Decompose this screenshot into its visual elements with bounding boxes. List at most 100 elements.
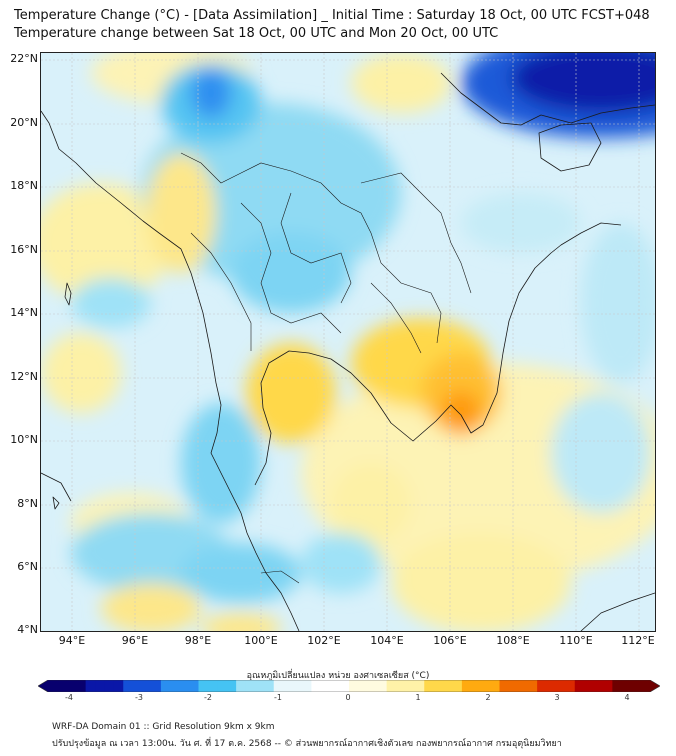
colorbar-cell (320, 680, 331, 692)
colorbar-cell (358, 680, 369, 692)
footer-model-info: WRF-DA Domain 01 :: Grid Resolution 9km … (52, 722, 275, 732)
colorbar-tick: 1 (415, 693, 421, 702)
lat-label-6N: 6°N (17, 560, 38, 573)
map-canvas (41, 53, 655, 631)
colorbar-cell (301, 680, 312, 692)
temperature-change-map (40, 52, 656, 632)
colorbar-cell (245, 680, 256, 692)
colorbar-tick: -2 (204, 693, 212, 702)
colorbar-cell (142, 680, 152, 692)
coastlines (41, 72, 655, 631)
lat-label-12N: 12°N (10, 370, 38, 383)
colorbar-cell (386, 680, 397, 692)
lat-label-8N: 8°N (17, 497, 38, 510)
colorbar-cell (518, 680, 529, 692)
colorbar-cell (555, 680, 566, 692)
colorbar-cell (537, 680, 548, 692)
colorbar-cell (254, 680, 265, 692)
colorbar-cell (631, 680, 642, 692)
colorbar-cell (461, 680, 472, 692)
colorbar-cell (179, 680, 190, 692)
colorbar-cell (198, 680, 209, 692)
lat-label-22N: 22°N (10, 52, 38, 65)
colorbar-cell (217, 680, 228, 692)
colorbar-tick: 3 (554, 693, 560, 702)
colorbar-cell (377, 680, 388, 692)
map-title: Temperature Change (°C) - [Data Assimila… (14, 8, 650, 23)
colorbar-cell (640, 680, 651, 692)
colorbar-cell (207, 680, 218, 692)
colorbar-cell (499, 680, 510, 692)
lon-label-106E: 106°E (433, 634, 467, 647)
colorbar-cell (170, 680, 181, 692)
colorbar-cell (424, 680, 435, 692)
colorbar-cell (273, 680, 284, 692)
colorbar-cell (132, 680, 143, 692)
lat-label-16N: 16°N (10, 243, 38, 256)
colorbar-title: อุณหภูมิเปลี่ยนแปลง หน่วย องศาเซลเซียส (… (246, 671, 430, 681)
lon-label-104E: 104°E (370, 634, 404, 647)
colorbar-cell (480, 680, 491, 692)
footer-update-info: ปรับปรุงข้อมูล ณ เวลา 13:00น. วัน ศ. ที่… (52, 739, 562, 749)
colorbar-cell (330, 680, 341, 692)
lon-label-98E: 98°E (184, 634, 212, 647)
colorbar-cell (283, 680, 294, 692)
lat-label-10N: 10°N (10, 433, 38, 446)
colorbar-cell (104, 680, 115, 692)
colorbar-cell (339, 680, 350, 692)
colorbar-cell (471, 680, 482, 692)
lon-label-108E: 108°E (496, 634, 530, 647)
lat-label-20N: 20°N (10, 116, 38, 129)
colorbar-cell (593, 680, 604, 692)
colorbar-cell (95, 680, 105, 692)
lon-label-100E: 100°E (244, 634, 278, 647)
colorbar-cell (565, 680, 576, 692)
colorbar-tick: -4 (65, 693, 73, 702)
colorbar-tick: 2 (485, 693, 491, 702)
colorbar-cell (292, 680, 303, 692)
colorbar-cell (113, 680, 124, 692)
lat-label-14N: 14°N (10, 306, 38, 319)
colorbar-cell (621, 680, 632, 692)
colorbar-cell (508, 680, 519, 692)
colorbar-cell (414, 680, 425, 692)
colorbar-tick: -3 (135, 693, 143, 702)
colorbar-tick: 4 (624, 693, 630, 702)
colorbar-cell (151, 680, 162, 692)
lon-label-110E: 110°E (559, 634, 593, 647)
colorbar-cell (66, 680, 77, 692)
colorbar-cell (527, 680, 538, 692)
colorbar-cell (584, 680, 595, 692)
colorbar-cell (160, 680, 171, 692)
colorbar-tick: 0 (345, 693, 351, 702)
colorbar-min-extend (38, 680, 48, 692)
colorbar-cell (85, 680, 96, 692)
lon-label-112E: 112°E (621, 634, 655, 647)
colorbar-cell (546, 680, 557, 692)
colorbar-cell (226, 680, 237, 692)
colorbar-cell (405, 680, 416, 692)
colorbar-cell (57, 680, 68, 692)
colorbar-cell (123, 680, 134, 692)
temperature-field (41, 53, 655, 631)
colorbar-cell (612, 680, 623, 692)
colorbar-cell (367, 680, 378, 692)
colorbar-cell (76, 680, 87, 692)
colorbar-cell (264, 680, 275, 692)
colorbar-max-extend (650, 680, 660, 692)
colorbar (38, 680, 660, 692)
colorbar-cell (452, 680, 463, 692)
colorbar-cell (236, 680, 247, 692)
colorbar-cell (311, 680, 322, 692)
colorbar-cell (602, 680, 613, 692)
colorbar-cell (443, 680, 453, 692)
colorbar-cell (189, 680, 199, 692)
colorbar-cell (48, 680, 58, 692)
lon-label-96E: 96°E (121, 634, 149, 647)
colorbar-cell (349, 680, 359, 692)
lat-label-18N: 18°N (10, 179, 38, 192)
lat-label-4N: 4°N (17, 623, 38, 636)
colorbar-cell (433, 680, 444, 692)
graticule (41, 53, 655, 631)
colorbar-tick: -1 (274, 693, 282, 702)
